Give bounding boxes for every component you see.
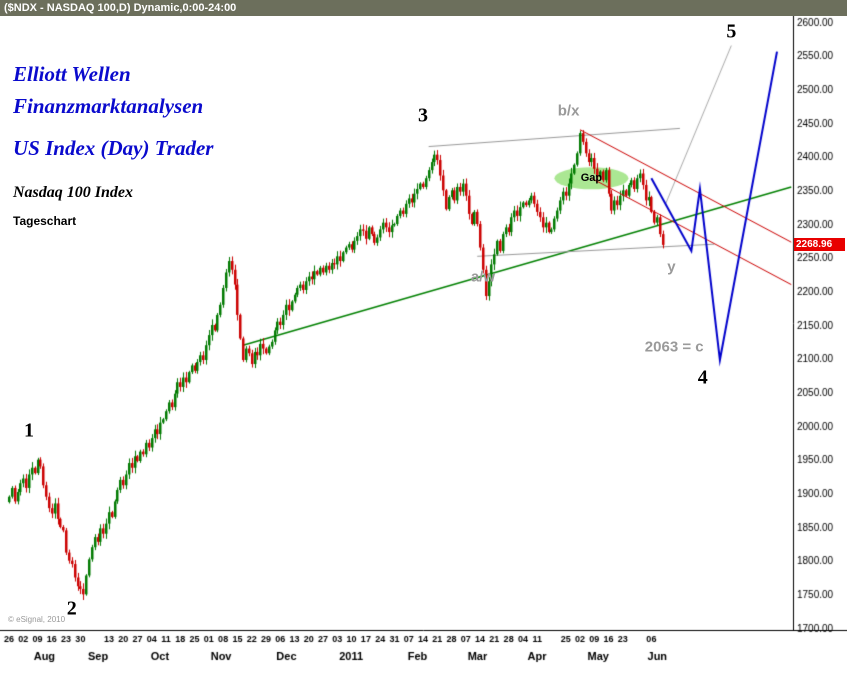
wave-label-4: 4	[697, 366, 708, 389]
wave-label-3: 3	[417, 104, 428, 127]
wave-label-5: 5	[726, 20, 737, 43]
gap-label: Gap	[580, 172, 603, 185]
annotation-finanzmarktanalysen: Finanzmarktanalysen	[13, 94, 204, 118]
wave-label-1: 1	[23, 419, 34, 442]
wave-label-2063-c: 2063 = c	[644, 338, 704, 356]
window-title-bar[interactable]: ($NDX - NASDAQ 100,D) Dynamic,0:00-24:00	[0, 0, 847, 16]
annotation-tageschart: Tageschart	[13, 214, 77, 228]
annotation-us-index-day-trader: US Index (Day) Trader	[13, 136, 214, 160]
wave-label-b-x: b/x	[557, 102, 580, 120]
window-title: ($NDX - NASDAQ 100,D) Dynamic,0:00-24:00	[4, 2, 237, 14]
wave-label-y: y	[667, 258, 676, 276]
copyright-notice: © eSignal, 2010	[8, 615, 66, 624]
last-price-badge: 2268.96	[794, 238, 845, 252]
annotation-nasdaq-100-index: Nasdaq 100 Index	[13, 184, 134, 201]
wave-label-a-w: a/w	[470, 268, 496, 286]
annotation-elliott-wellen: Elliott Wellen	[13, 62, 131, 86]
wave-label-2: 2	[66, 597, 77, 620]
